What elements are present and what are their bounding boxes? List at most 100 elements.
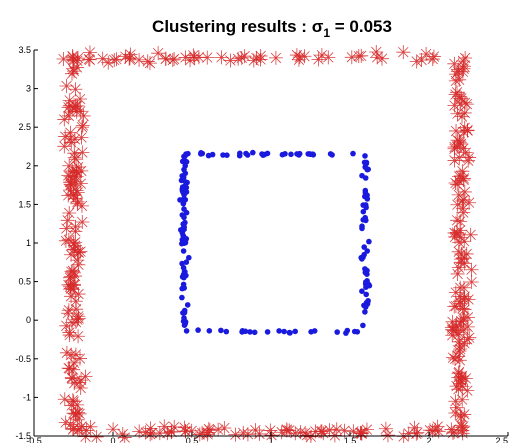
data-point xyxy=(63,177,78,192)
data-point xyxy=(364,248,371,254)
data-point xyxy=(321,50,336,65)
data-point xyxy=(450,139,465,154)
data-point xyxy=(354,48,369,63)
data-point xyxy=(452,72,467,87)
data-point xyxy=(279,422,294,437)
data-point xyxy=(452,294,467,309)
data-point xyxy=(445,426,460,441)
data-point xyxy=(451,260,466,275)
data-point xyxy=(453,296,468,311)
data-point xyxy=(445,314,460,329)
data-point xyxy=(71,309,86,324)
data-point xyxy=(449,123,464,138)
data-point xyxy=(70,423,85,438)
data-point xyxy=(363,204,369,211)
data-point xyxy=(297,49,312,64)
data-point xyxy=(132,52,147,67)
data-point xyxy=(76,108,91,123)
data-point xyxy=(195,425,210,440)
data-point xyxy=(431,424,446,439)
data-point xyxy=(401,426,416,441)
data-point xyxy=(63,169,78,184)
data-point xyxy=(362,153,368,159)
data-point xyxy=(68,174,83,189)
data-point xyxy=(451,366,466,381)
data-point xyxy=(117,430,132,443)
data-point xyxy=(458,50,473,65)
data-point xyxy=(62,205,77,220)
data-point xyxy=(458,145,473,160)
data-point xyxy=(72,375,87,390)
data-point xyxy=(454,91,469,106)
data-point xyxy=(445,350,460,365)
data-point xyxy=(74,120,89,135)
data-point xyxy=(359,225,365,232)
data-point xyxy=(118,49,133,64)
data-point xyxy=(419,47,434,62)
data-point xyxy=(211,422,226,437)
data-point xyxy=(179,294,185,301)
data-point xyxy=(63,125,78,140)
data-point xyxy=(181,153,187,160)
data-point xyxy=(71,257,86,272)
data-point xyxy=(59,318,74,333)
data-point xyxy=(459,246,474,261)
data-point xyxy=(456,125,471,140)
data-point xyxy=(448,406,463,421)
data-point xyxy=(64,264,79,279)
data-point xyxy=(180,221,186,227)
data-point xyxy=(457,184,472,199)
data-point xyxy=(453,96,468,111)
y-tick-label: 1.5 xyxy=(18,199,31,209)
data-point xyxy=(453,317,468,332)
data-point xyxy=(460,383,475,398)
data-point xyxy=(329,152,335,158)
data-point xyxy=(281,328,287,335)
data-point xyxy=(452,334,467,349)
data-point xyxy=(65,99,80,114)
data-point xyxy=(237,150,243,157)
data-point xyxy=(453,136,468,151)
data-point xyxy=(71,160,86,175)
data-point xyxy=(59,78,74,93)
data-point xyxy=(244,152,251,158)
data-point xyxy=(425,423,440,438)
data-point xyxy=(449,400,464,415)
data-point xyxy=(359,172,365,179)
data-point xyxy=(279,151,286,158)
data-point xyxy=(109,52,124,67)
data-point xyxy=(71,51,86,66)
data-point xyxy=(214,50,229,65)
data-point xyxy=(217,421,232,436)
data-point xyxy=(251,329,258,336)
data-point xyxy=(66,64,81,79)
data-point xyxy=(453,214,468,229)
plot-area xyxy=(56,44,479,443)
data-point xyxy=(239,328,246,334)
data-point xyxy=(182,269,188,275)
data-point xyxy=(59,221,74,236)
y-tick-label: 3.5 xyxy=(18,45,31,55)
data-point xyxy=(158,51,173,66)
data-point xyxy=(61,168,76,183)
data-point xyxy=(462,195,477,210)
data-point xyxy=(200,50,215,65)
data-point xyxy=(447,225,462,240)
data-point xyxy=(314,48,329,63)
data-point xyxy=(95,51,110,66)
data-point xyxy=(289,48,304,63)
data-point xyxy=(157,419,172,434)
x-tick-label: -0.5 xyxy=(26,436,42,443)
data-point xyxy=(182,163,188,169)
data-point xyxy=(240,427,255,442)
data-point xyxy=(380,428,395,443)
data-point xyxy=(311,328,318,334)
y-tick-label: -1.5 xyxy=(15,431,31,441)
data-point xyxy=(107,52,122,67)
data-point xyxy=(218,327,224,334)
data-point xyxy=(220,152,226,158)
data-point xyxy=(65,282,80,297)
data-point xyxy=(457,302,472,317)
data-point xyxy=(354,329,361,335)
data-point xyxy=(69,183,84,198)
